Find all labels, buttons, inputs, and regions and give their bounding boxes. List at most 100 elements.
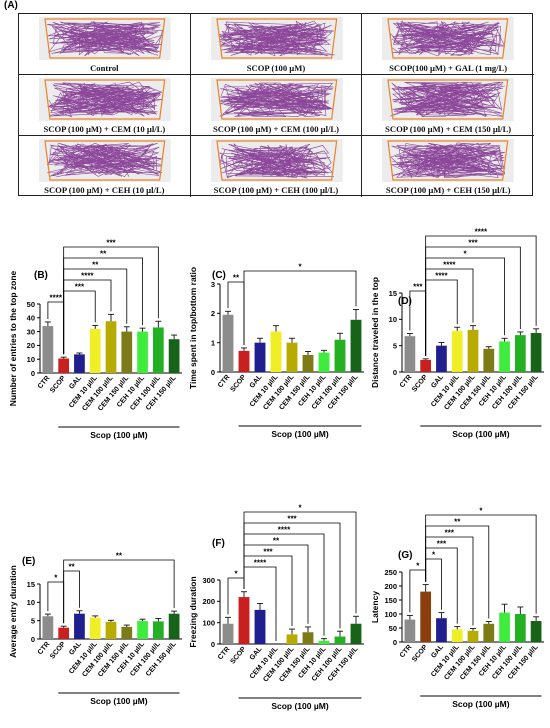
y-tick-label: 20	[27, 341, 35, 350]
bar	[436, 345, 447, 372]
track-label: SCOP (100 µM) + CEM (150 µl/L)	[385, 124, 512, 134]
y-tick-label: 0	[211, 368, 215, 377]
significance-label: ***	[263, 548, 273, 557]
y-tick-label: 300	[202, 576, 215, 585]
swim-track-image	[39, 139, 171, 182]
bar	[74, 613, 85, 639]
y-tick-label: 250	[384, 568, 397, 577]
x-tick-label: CTR	[217, 374, 232, 390]
y-tick-label: 200	[202, 597, 215, 606]
y-tick-label: 0	[393, 368, 397, 377]
y-tick-label: 0	[211, 640, 215, 649]
y-tick-label: 1	[211, 338, 215, 347]
group-label: Scop (100 µM)	[271, 701, 328, 711]
significance-label: **	[100, 250, 107, 259]
panel-letter: (D)	[398, 296, 412, 307]
significance-bracket	[425, 235, 537, 356]
y-tick-label: 5	[31, 616, 35, 625]
bar	[58, 627, 70, 639]
y-axis-label: Average entry duration	[8, 565, 18, 658]
y-tick-label: 40	[27, 314, 35, 323]
significance-bracket	[243, 270, 357, 345]
x-tick-label: SCOP	[411, 374, 429, 394]
bar	[451, 330, 463, 372]
track-cell: SCOP (100 µM)	[190, 14, 363, 75]
panel-letter: (F)	[212, 538, 225, 549]
bar	[436, 618, 447, 642]
significance-bracket	[243, 555, 293, 627]
bar	[530, 621, 542, 642]
y-axis-label: Time spent in top/bottom ratio	[188, 267, 198, 389]
significance-label: ****	[254, 559, 267, 568]
bar	[121, 626, 133, 639]
x-tick-label: SCOP	[229, 646, 247, 666]
significance-label: *	[464, 250, 468, 259]
significance-label: ****	[435, 272, 448, 281]
significance-label: *	[54, 574, 58, 583]
x-tick-label: CTR	[399, 644, 414, 660]
significance-bracket	[425, 514, 537, 614]
bar	[483, 348, 495, 372]
track-cell: SCOP (100 µM) + CEH (100 µl/L)	[191, 136, 363, 197]
significance-label: ***	[287, 515, 297, 524]
significance-bracket	[63, 559, 175, 624]
y-tick-label: 30	[27, 327, 35, 336]
y-tick-label: 150	[384, 596, 397, 605]
swim-track-image	[210, 78, 343, 121]
bar	[238, 597, 250, 644]
bar	[514, 614, 526, 642]
bar	[74, 354, 85, 373]
significance-label: **	[92, 261, 99, 270]
significance-bracket	[63, 246, 159, 355]
bar	[105, 621, 117, 639]
bar	[530, 333, 542, 372]
panel-a-letter: (A)	[4, 0, 18, 11]
y-axis-label: Freezing duration	[188, 576, 198, 647]
panel-letter: (E)	[22, 556, 35, 567]
bar	[302, 632, 314, 644]
track-cell: SCOP (100 µM) + CEM (10 µl/L)	[19, 75, 191, 136]
bar	[222, 623, 234, 644]
bar	[499, 612, 510, 642]
panel-letter: (G)	[398, 550, 412, 561]
bar	[270, 331, 282, 372]
track-cell: Control	[19, 14, 191, 75]
y-tick-label: 15	[27, 580, 35, 589]
significance-label: ***	[445, 529, 455, 538]
track-cell: SCOP (100 µM) + CEH (10 µl/L)	[19, 136, 191, 197]
bar	[105, 321, 117, 373]
chart-entries-top-zone: (B) Number of entries to the top zone 0 10 2…	[8, 239, 182, 440]
swim-track-image	[210, 139, 343, 182]
significance-label: *	[298, 263, 302, 272]
swim-track-image	[39, 78, 171, 121]
bar	[514, 335, 526, 372]
track-label: SCOP(100 µM) + GAL (1 mg/L)	[389, 63, 508, 73]
significance-label: *	[479, 507, 483, 516]
bar	[222, 314, 234, 372]
significance-bracket	[243, 511, 357, 614]
bar	[286, 342, 298, 372]
group-label: Scop (100 µM)	[452, 429, 509, 439]
y-tick-label: 200	[384, 582, 397, 591]
y-axis-label: Latency	[370, 591, 380, 623]
swim-track-image	[382, 17, 514, 60]
group-label: Scop (100 µM)	[90, 430, 147, 440]
bar	[318, 640, 330, 644]
significance-label: ***	[106, 239, 116, 248]
y-tick-label: 0	[31, 369, 35, 378]
y-tick-label: 3	[211, 280, 215, 289]
track-cell: SCOP (100 µM) + CEM (150 µl/L)	[362, 75, 534, 136]
y-tick-label: 0	[31, 635, 35, 644]
track-label: SCOP (100 µM) + CEM (10 µl/L)	[43, 124, 166, 134]
swim-track-image	[382, 78, 514, 121]
bar	[451, 629, 463, 642]
bar	[483, 623, 495, 642]
track-label: SCOP (100 µM) + CEH (10 µl/L)	[44, 185, 165, 195]
bar	[334, 636, 346, 644]
panel-letter: (C)	[212, 270, 226, 281]
significance-label: ***	[437, 540, 447, 549]
significance-label: ***	[75, 283, 85, 292]
significance-label: ****	[81, 272, 94, 281]
